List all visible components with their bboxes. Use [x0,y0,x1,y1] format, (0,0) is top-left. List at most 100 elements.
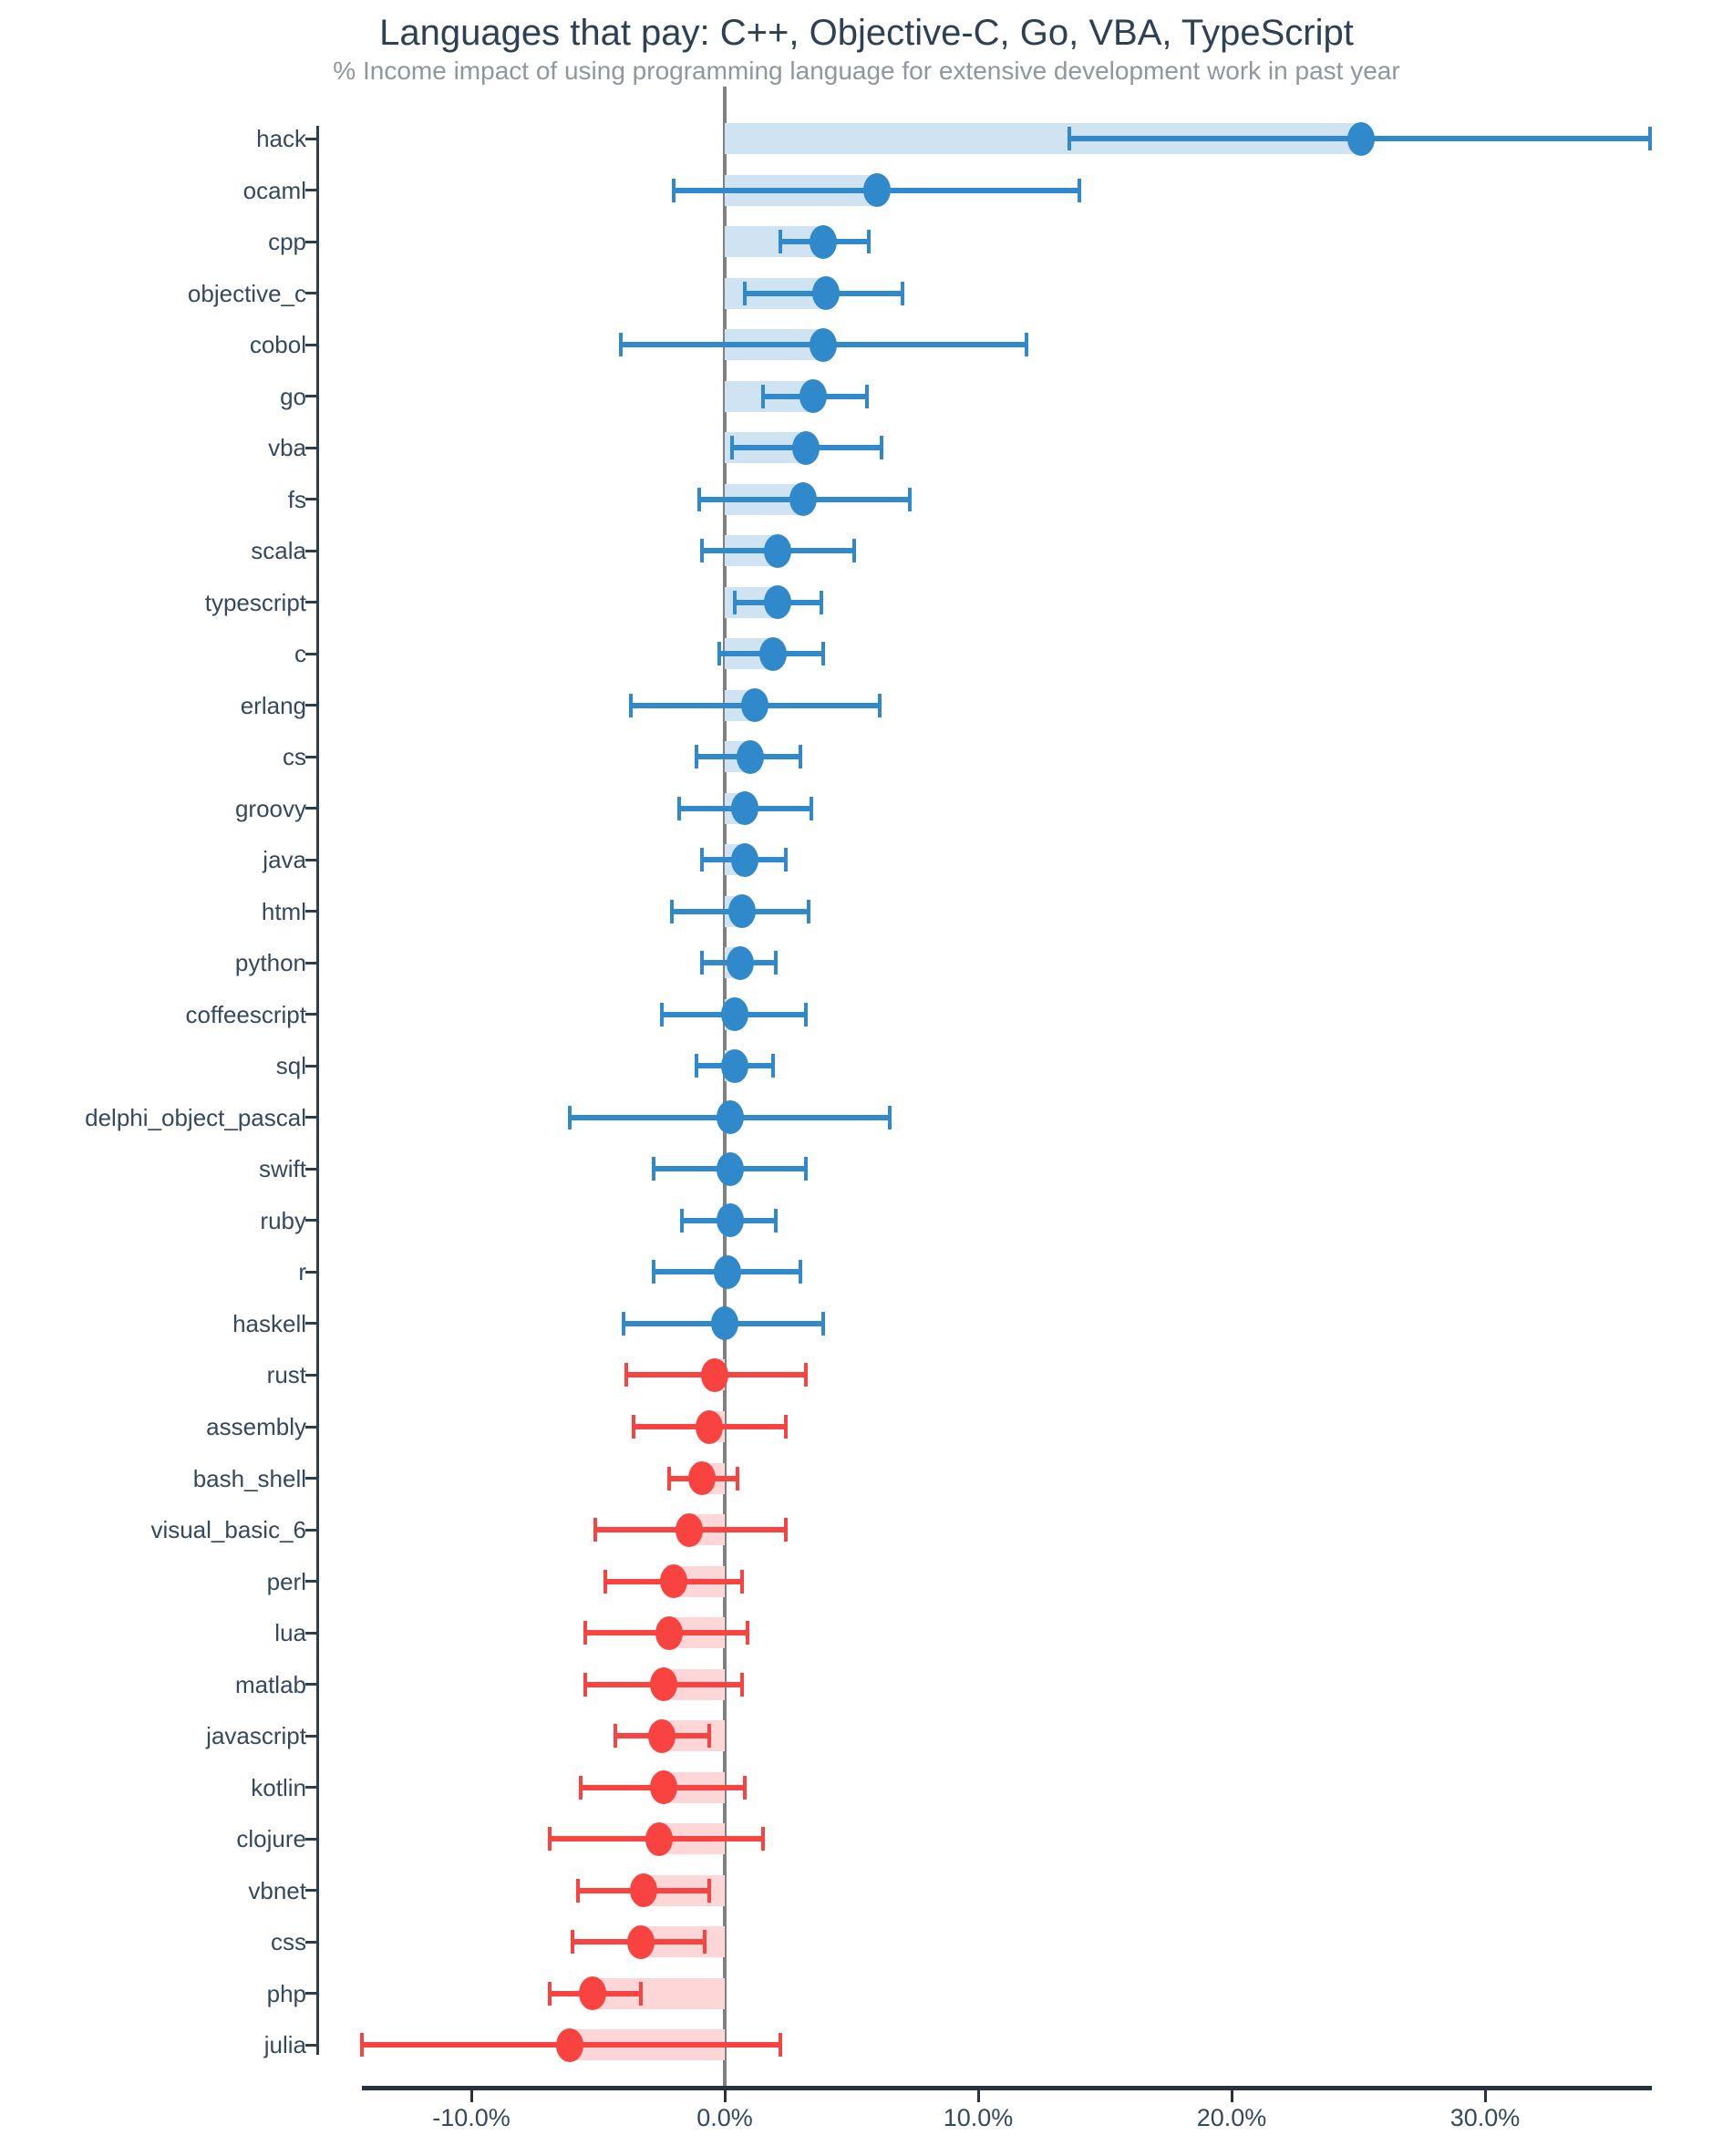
x-axis-tick [1483,2090,1487,2102]
row-label-coffeescript: coffeescript [185,1000,306,1028]
error-bar-cap-high [783,1415,788,1439]
x-axis-tick-label: 20.0% [1196,2104,1267,2131]
row-label-c: c [294,640,306,668]
error-bar-cap-high [773,951,778,975]
error-bar-cap-high [740,1672,745,1697]
error-bar-cap-high [799,745,803,769]
row-label-haskell: haskell [232,1309,306,1337]
row-label-java: java [263,846,306,874]
error-bar-cap-low [652,1260,656,1284]
error-bar-cap-low [695,1054,699,1078]
y-axis-tick [305,1373,316,1377]
x-axis-tick-label: 10.0% [943,2104,1014,2131]
y-axis-tick [305,1477,316,1480]
point-estimate-dot [627,1924,655,1959]
error-bar-cap-low [1068,127,1072,150]
error-bar-cap-high [803,1002,808,1026]
error-bar-cap-low [679,1208,684,1233]
row-label-visual_basic_6: visual_basic_6 [150,1516,306,1544]
error-bar-cap-low [548,1827,552,1852]
point-estimate-dot [799,379,828,414]
row-label-groovy: groovy [234,794,306,822]
row-label-kotlin: kotlin [251,1773,306,1801]
y-axis-tick [305,343,316,346]
y-axis-tick [305,858,316,861]
row-label-typescript: typescript [204,588,306,616]
point-estimate-dot [741,688,769,723]
y-axis-tick [305,1940,316,1944]
error-bar-cap-high [887,1105,892,1130]
y-axis-tick [305,1889,316,1893]
error-bar-cap-high [702,1930,707,1955]
row-label-assembly: assembly [206,1413,306,1440]
error-bar-cap-low [614,1724,618,1749]
error-bar-cap-high [743,1775,748,1800]
row-label-swift: swift [259,1155,306,1183]
row-label-matlab: matlab [234,1670,306,1698]
point-estimate-dot [556,2027,584,2062]
error-bar-cap-high [799,1260,803,1284]
point-estimate-dot [731,842,759,877]
y-axis-tick [305,1064,316,1068]
point-estimate-dot [721,997,749,1032]
error-bar-cap-low [593,1518,598,1542]
error-bar-cap-low [578,1775,583,1800]
row-label-delphi_object_pascal: delphi_object_pascal [85,1103,306,1131]
y-axis-tick [305,1116,316,1119]
point-estimate-dot [731,791,759,826]
row-label-sql: sql [275,1052,306,1080]
y-axis-tick [305,755,316,758]
y-axis-tick [305,1837,316,1841]
point-estimate-dot [716,1151,744,1186]
x-axis-tick [976,2090,980,2102]
error-bar-cap-low [603,1569,608,1594]
error-bar-cap-high [907,487,912,511]
error-bar-cap-high [1647,127,1652,150]
error-bar-cap-low [760,384,765,408]
point-estimate-dot [645,1821,673,1856]
error-bar-cap-low [619,333,624,357]
row-label-r: r [298,1258,306,1286]
point-estimate-dot [791,430,820,465]
error-bar-cap-high [1078,178,1082,202]
row-label-ocaml: ocaml [242,176,306,204]
error-bar-cap-high [1024,333,1028,357]
x-axis-tick [723,2090,727,2102]
error-bar-cap-high [821,642,826,666]
error-bar-cap-low [571,1930,575,1955]
error-bar-cap-high [770,1054,775,1078]
y-axis-tick [305,1219,316,1222]
error-bar-cap-low [360,2033,365,2058]
error-bar-cap-high [707,1724,712,1749]
y-axis-tick [305,807,316,810]
point-estimate-dot [726,945,754,980]
point-estimate-dot [716,1203,744,1238]
error-bar-cap-low [583,1672,588,1697]
error-bar-cap-high [806,899,810,923]
row-label-ruby: ruby [260,1206,306,1234]
y-axis-tick [305,446,316,449]
y-axis-tick [305,704,316,707]
y-axis-tick [305,2043,316,2047]
error-bar-cap-low [699,848,704,872]
point-estimate-dot [687,1461,716,1496]
x-axis-line [362,2086,1652,2090]
error-bar-cap-low [624,1363,628,1387]
y-axis-tick [305,1167,316,1171]
y-axis-tick [305,1270,316,1274]
error-bar-cap-low [672,178,676,202]
error-bar-cap-low [697,487,702,511]
y-axis-tick [305,292,316,295]
row-label-cs: cs [283,743,306,771]
row-label-php: php [266,1979,306,2007]
point-estimate-dot [810,224,838,259]
error-bar-cap-low [629,693,634,717]
point-estimate-dot [713,1254,741,1289]
row-label-perl: perl [266,1567,306,1595]
error-bar-cap-high [639,1981,644,2006]
point-estimate-dot [736,739,764,774]
point-estimate-dot [660,1564,688,1599]
error-bar-cap-high [773,1208,778,1233]
row-label-vba: vba [268,434,306,462]
